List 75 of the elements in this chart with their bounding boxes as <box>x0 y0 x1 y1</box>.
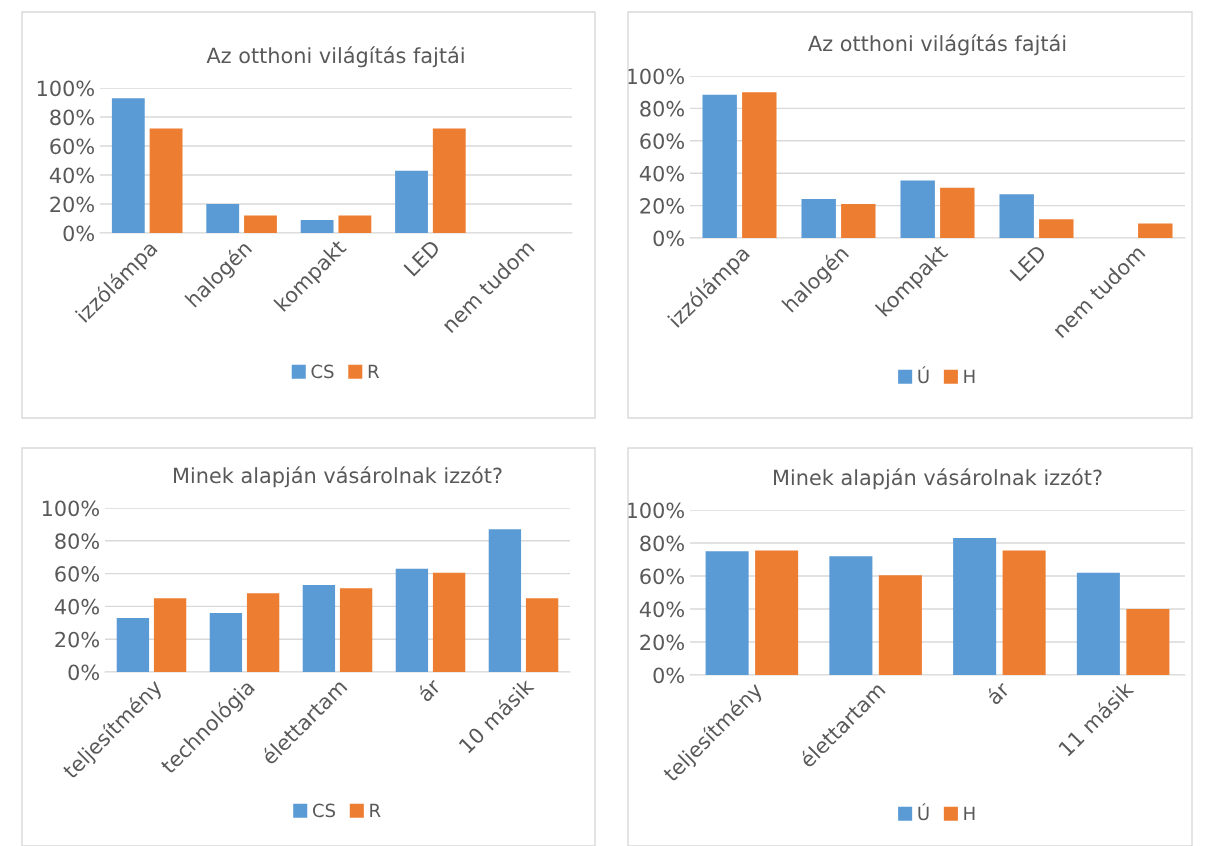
chart-title: Minek alapján vásárolnak izzót? <box>174 466 502 488</box>
y-tick-label: 20% <box>640 198 684 214</box>
y-tick-label: 40% <box>639 165 684 182</box>
y-tick-label: 20% <box>55 631 99 648</box>
bar <box>999 194 1034 238</box>
bar <box>432 128 466 233</box>
chart-title: Az otthoni világítás fajtái <box>206 46 464 68</box>
bar <box>525 598 559 672</box>
y-tick-label: 0% <box>653 230 684 247</box>
bar <box>153 598 187 672</box>
y-tick-label: 40% <box>54 598 99 615</box>
x-tick-label: ár <box>984 679 1011 706</box>
bar <box>742 92 777 238</box>
legend-label: H <box>964 806 975 820</box>
y-tick-label: 80% <box>640 100 684 117</box>
y-tick-label: 20% <box>50 196 94 213</box>
bar <box>116 617 150 672</box>
bar <box>1126 609 1170 675</box>
bar <box>302 585 336 672</box>
bar <box>206 204 240 233</box>
legend-label: CS <box>311 364 334 379</box>
bar <box>395 170 428 233</box>
y-tick-label: 40% <box>639 601 684 618</box>
legend-label: H <box>964 369 975 383</box>
legend-label: Ú <box>918 803 929 821</box>
x-tick-label: LED <box>403 239 441 277</box>
x-tick-label: LED <box>1009 244 1047 282</box>
bar <box>488 529 522 672</box>
y-tick-label: 0% <box>68 664 99 681</box>
bar <box>829 556 873 675</box>
y-tick-label: 100% <box>627 68 684 85</box>
chart-title: Az otthoni világítás fajtái <box>808 34 1066 56</box>
bar <box>755 550 799 675</box>
bar <box>1039 219 1074 238</box>
bar <box>702 94 737 238</box>
bar <box>801 199 836 238</box>
y-tick-label: 80% <box>50 109 94 126</box>
y-tick-label: 80% <box>55 533 99 550</box>
x-tick-label: ár <box>415 676 442 703</box>
bar <box>841 203 876 238</box>
bar <box>705 551 749 675</box>
y-tick-label: 100% <box>42 500 99 517</box>
bar <box>900 180 935 238</box>
bar <box>244 215 277 233</box>
legend-label: R <box>368 364 380 378</box>
y-tick-label: 60% <box>640 133 684 150</box>
bar <box>246 593 280 672</box>
bar <box>940 187 975 238</box>
legend-label: CS <box>312 803 336 818</box>
legend-label: R <box>370 803 381 817</box>
bar <box>338 215 372 233</box>
y-tick-label: 60% <box>55 566 99 582</box>
bar <box>300 219 334 233</box>
y-tick-label: 0% <box>653 667 684 684</box>
y-tick-label: 100% <box>37 80 94 97</box>
bar <box>432 572 466 672</box>
y-tick-label: 100% <box>627 502 684 519</box>
legend-label: Ú <box>918 366 929 384</box>
bar <box>953 538 997 675</box>
chart-title: Minek alapján vásárolnak izzót? <box>774 468 1102 490</box>
bar <box>209 612 243 672</box>
bar <box>878 575 922 675</box>
bar <box>149 128 183 233</box>
y-tick-label: 60% <box>640 568 684 585</box>
bar <box>395 568 429 672</box>
bar <box>1076 572 1120 675</box>
y-tick-label: 60% <box>50 138 94 155</box>
y-tick-label: 0% <box>63 225 94 242</box>
y-tick-label: 20% <box>640 634 684 651</box>
bar <box>1138 223 1173 238</box>
bar <box>339 588 373 672</box>
bar <box>1002 550 1046 675</box>
y-tick-label: 40% <box>49 167 94 184</box>
y-tick-label: 80% <box>640 535 684 552</box>
bar <box>111 98 145 233</box>
